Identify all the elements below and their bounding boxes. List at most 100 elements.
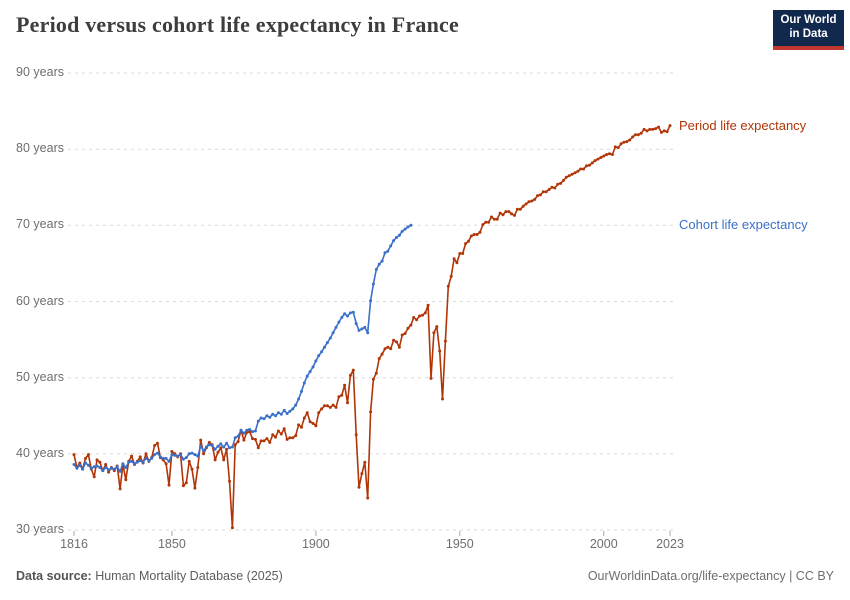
data-point bbox=[377, 357, 381, 361]
x-axis-label: 2023 bbox=[656, 537, 684, 551]
data-point bbox=[400, 333, 404, 337]
data-point bbox=[245, 428, 249, 432]
data-point bbox=[156, 451, 159, 455]
data-point bbox=[153, 444, 157, 447]
data-point bbox=[360, 327, 364, 331]
data-point bbox=[311, 421, 315, 425]
data-point bbox=[510, 212, 514, 216]
data-point bbox=[346, 401, 349, 405]
data-point bbox=[256, 446, 260, 450]
data-point bbox=[334, 325, 338, 329]
data-point bbox=[369, 410, 373, 414]
data-point bbox=[438, 349, 442, 353]
data-point bbox=[184, 456, 188, 460]
data-point bbox=[441, 397, 444, 401]
data-point bbox=[397, 233, 401, 237]
data-point bbox=[302, 416, 306, 420]
data-point bbox=[239, 428, 243, 432]
data-point bbox=[78, 463, 82, 467]
data-point bbox=[386, 249, 390, 253]
y-axis-label: 80 years bbox=[16, 141, 64, 156]
data-point bbox=[432, 331, 436, 335]
data-point bbox=[562, 178, 565, 182]
data-point bbox=[403, 332, 407, 335]
data-point bbox=[654, 127, 658, 131]
data-point bbox=[274, 435, 277, 439]
data-point bbox=[449, 274, 453, 278]
data-point bbox=[233, 443, 237, 447]
data-point bbox=[190, 467, 194, 471]
data-point bbox=[196, 466, 200, 469]
data-point bbox=[371, 377, 375, 381]
data-point bbox=[181, 457, 185, 461]
data-point bbox=[300, 425, 303, 429]
data-point bbox=[135, 460, 139, 464]
data-point bbox=[291, 407, 295, 411]
data-point bbox=[521, 204, 525, 208]
y-axis-label: 50 years bbox=[16, 369, 64, 384]
data-point bbox=[207, 440, 211, 444]
data-point bbox=[397, 345, 401, 349]
data-point bbox=[527, 200, 531, 204]
data-point bbox=[564, 175, 568, 179]
data-point bbox=[406, 326, 410, 330]
data-point bbox=[547, 188, 551, 191]
x-axis-label: 1950 bbox=[445, 537, 474, 551]
data-point bbox=[181, 484, 185, 488]
series-label: Period life expectancy bbox=[679, 117, 807, 133]
data-point bbox=[236, 434, 240, 438]
data-point bbox=[251, 437, 254, 441]
data-point bbox=[317, 354, 321, 358]
data-point bbox=[550, 185, 554, 189]
data-point bbox=[340, 393, 344, 397]
data-point bbox=[282, 408, 286, 412]
x-axis-label: 1850 bbox=[157, 537, 186, 551]
data-point bbox=[150, 456, 154, 460]
y-axis-label: 90 years bbox=[16, 65, 64, 79]
data-point bbox=[98, 466, 102, 469]
data-point bbox=[153, 453, 157, 457]
data-point bbox=[294, 403, 298, 407]
data-point bbox=[662, 129, 666, 133]
data-point bbox=[302, 381, 306, 385]
data-point bbox=[366, 331, 370, 335]
data-point bbox=[219, 446, 223, 450]
data-point bbox=[300, 389, 303, 393]
data-point bbox=[233, 436, 237, 440]
data-point bbox=[84, 456, 87, 460]
data-point bbox=[331, 403, 335, 407]
owid-logo: Our World in Data bbox=[773, 10, 844, 50]
data-point bbox=[513, 213, 516, 217]
data-point bbox=[357, 485, 361, 489]
data-point bbox=[325, 341, 329, 345]
data-point bbox=[92, 475, 96, 479]
data-point bbox=[164, 456, 168, 460]
data-point bbox=[628, 138, 632, 142]
data-point bbox=[279, 432, 283, 436]
y-axis-label: 70 years bbox=[16, 217, 64, 232]
data-point bbox=[118, 469, 122, 473]
data-point bbox=[314, 359, 318, 363]
data-point bbox=[127, 460, 131, 464]
data-point bbox=[363, 460, 367, 464]
data-point bbox=[587, 163, 591, 167]
data-point bbox=[348, 373, 352, 377]
y-axis-label: 40 years bbox=[16, 445, 64, 460]
data-point bbox=[461, 252, 465, 255]
data-point bbox=[418, 314, 421, 318]
data-point bbox=[593, 159, 597, 163]
data-point bbox=[285, 437, 289, 441]
data-point bbox=[518, 207, 522, 211]
data-point bbox=[141, 460, 145, 464]
data-source-value: Human Mortality Database (2025) bbox=[91, 569, 283, 583]
data-point bbox=[602, 154, 606, 158]
data-point bbox=[288, 409, 292, 413]
data-point bbox=[504, 210, 508, 214]
data-point bbox=[484, 220, 488, 224]
data-point bbox=[492, 217, 496, 221]
data-point bbox=[455, 261, 459, 265]
data-point bbox=[351, 368, 355, 372]
data-point bbox=[262, 439, 266, 443]
data-point bbox=[268, 440, 272, 444]
data-point bbox=[374, 268, 378, 271]
